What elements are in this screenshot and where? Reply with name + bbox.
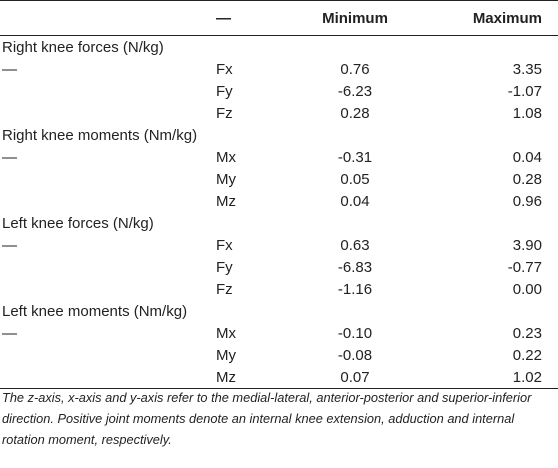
- table-row: My 0.05 0.28: [0, 168, 558, 190]
- row-minimum: 0.28: [340, 104, 370, 122]
- row-component: Mx: [216, 324, 236, 342]
- group-heading-row: Right knee moments (Nm/kg): [0, 124, 558, 146]
- row-dash: [0, 366, 170, 389]
- table-row: — Mx -0.10 0.23: [0, 322, 558, 344]
- row-component: Mz: [216, 192, 236, 210]
- table-row: — Fx 0.63 3.90: [0, 234, 558, 256]
- row-component: Fx: [216, 236, 233, 254]
- row-maximum: 0.23: [512, 324, 542, 342]
- row-dash: [0, 168, 170, 190]
- header-label-cell: [0, 0, 170, 36]
- group-heading-row: Left knee moments (Nm/kg): [0, 300, 558, 322]
- row-minimum: -6.83: [337, 258, 373, 276]
- table-row: — Mx -0.31 0.04: [0, 146, 558, 168]
- row-maximum: 3.35: [512, 60, 542, 78]
- row-dash: [0, 190, 170, 212]
- row-dash: —: [2, 148, 17, 166]
- row-minimum: 0.07: [270, 366, 440, 389]
- row-maximum: 3.90: [512, 236, 542, 254]
- row-component: My: [216, 346, 236, 364]
- group-heading: Left knee forces (N/kg): [2, 214, 154, 232]
- row-component: Mx: [216, 148, 236, 166]
- row-component: Fz: [216, 280, 233, 298]
- row-dash: —: [2, 324, 17, 342]
- row-dash: [0, 80, 170, 102]
- table-footnote: The z-axis, x-axis and y-axis refer to t…: [2, 389, 532, 447]
- row-maximum: -1.07: [507, 82, 542, 100]
- row-dash: —: [2, 60, 17, 78]
- table-row: Mz 0.04 0.96: [0, 190, 558, 212]
- group-heading: Left knee moments (Nm/kg): [2, 302, 188, 320]
- row-minimum: -0.31: [337, 148, 373, 166]
- group-heading: Right knee moments (Nm/kg): [2, 126, 198, 144]
- row-minimum: 0.76: [340, 60, 370, 78]
- row-minimum: -6.23: [337, 82, 373, 100]
- table-row: Fz -1.16 0.00: [0, 278, 558, 300]
- row-component: Fx: [216, 60, 233, 78]
- row-minimum: -1.16: [337, 280, 373, 298]
- table-row: — Fx 0.76 3.35: [0, 58, 558, 80]
- row-minimum: -0.10: [337, 324, 373, 342]
- row-dash: [0, 344, 170, 366]
- table-row: My -0.08 0.22: [0, 344, 558, 366]
- header-component-cell: —: [170, 0, 270, 36]
- row-minimum: -0.08: [337, 346, 373, 364]
- row-maximum: -0.77: [507, 258, 542, 276]
- row-component: Fy: [216, 82, 233, 100]
- row-component: Fy: [216, 258, 233, 276]
- table-row: Fz 0.28 1.08: [0, 102, 558, 124]
- header-minimum-cell: Minimum: [270, 0, 440, 36]
- group-heading-row: Right knee forces (N/kg): [0, 36, 558, 59]
- row-maximum: 0.04: [512, 148, 542, 166]
- row-minimum: 0.05: [340, 170, 370, 188]
- table-row: Fy -6.83 -0.77: [0, 256, 558, 278]
- row-dash: [0, 102, 170, 124]
- row-maximum: 0.28: [512, 170, 542, 188]
- row-dash: —: [2, 236, 17, 254]
- row-maximum: 1.08: [512, 104, 542, 122]
- table-row: Mz 0.07 1.02: [0, 366, 558, 389]
- table-row: Fy -6.23 -1.07: [0, 80, 558, 102]
- row-maximum: 0.00: [512, 280, 542, 298]
- row-dash: [0, 256, 170, 278]
- table-header-row: — Minimum Maximum: [0, 0, 558, 36]
- knee-loads-table-container: — Minimum Maximum Right knee forces (N/k…: [0, 0, 558, 389]
- table-body: Right knee forces (N/kg) — Fx 0.76 3.35 …: [0, 36, 558, 389]
- row-maximum: 1.02: [440, 366, 558, 389]
- group-heading: Right knee forces (N/kg): [2, 38, 164, 56]
- row-dash: [0, 278, 170, 300]
- header-maximum-cell: Maximum: [440, 0, 558, 36]
- row-minimum: 0.04: [340, 192, 370, 210]
- row-component: Fz: [216, 104, 233, 122]
- row-component: My: [216, 170, 236, 188]
- row-maximum: 0.96: [512, 192, 542, 210]
- knee-loads-table: — Minimum Maximum Right knee forces (N/k…: [0, 0, 558, 389]
- group-heading-row: Left knee forces (N/kg): [0, 212, 558, 234]
- row-component: Mz: [170, 366, 270, 389]
- row-minimum: 0.63: [340, 236, 370, 254]
- row-maximum: 0.22: [512, 346, 542, 364]
